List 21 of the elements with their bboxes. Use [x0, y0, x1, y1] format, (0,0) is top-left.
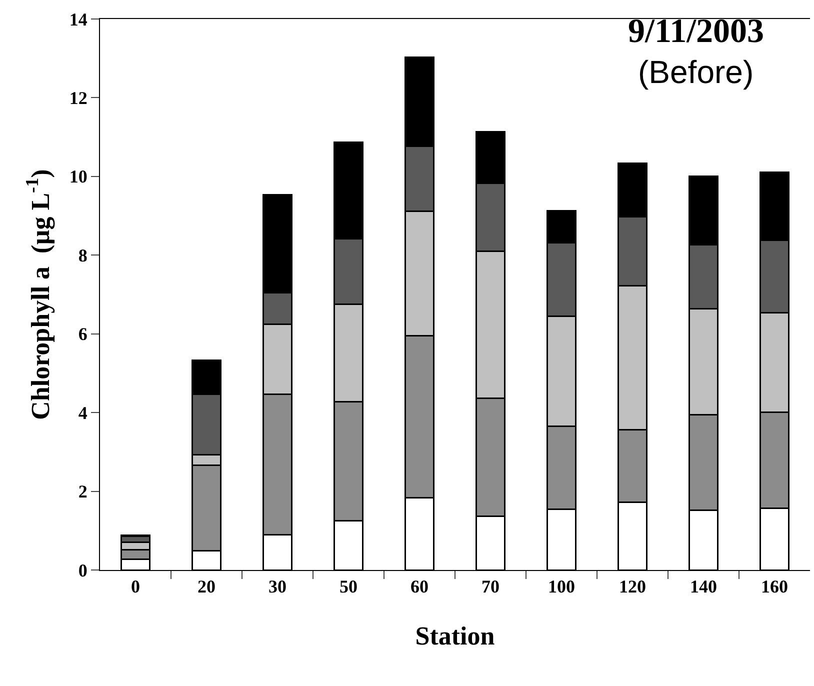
x-tick-label: 120 — [619, 576, 646, 597]
y-tick-label: 6 — [78, 324, 88, 344]
y-tick-label: 12 — [69, 88, 88, 108]
chart-title: 9/11/2003 — [628, 13, 764, 50]
x-tick-label: 160 — [761, 576, 788, 597]
y-tick-label: 2 — [78, 482, 88, 502]
x-tick-label: 70 — [482, 576, 500, 597]
x-tick-label: 20 — [198, 576, 216, 597]
x-tick-label: 140 — [690, 576, 717, 597]
x-tick-label: 0 — [131, 576, 140, 597]
text: (Before) — [638, 54, 754, 90]
x-tick-label: 50 — [340, 576, 358, 597]
y-tick-label: 14 — [69, 9, 88, 30]
x-axis-title: Station — [415, 621, 496, 650]
y-tick-label: 4 — [78, 402, 88, 423]
y-tick-label: 0 — [78, 560, 88, 580]
y-tick-label: 8 — [78, 245, 88, 266]
x-tick-label: 60 — [410, 576, 428, 597]
y-tick-label: 10 — [69, 166, 88, 187]
x-tick-label: 100 — [548, 576, 575, 597]
x-tick-label: 30 — [268, 576, 286, 597]
